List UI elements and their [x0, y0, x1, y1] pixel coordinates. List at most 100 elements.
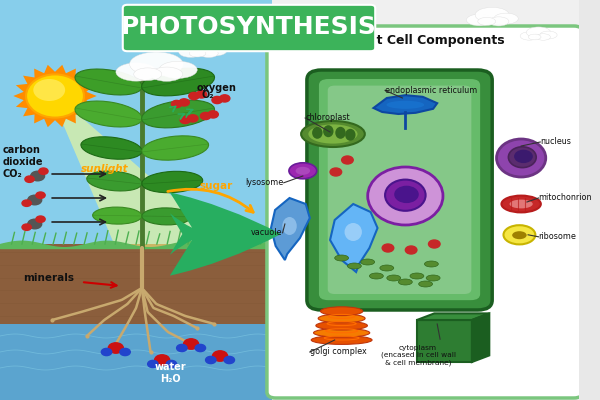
- Ellipse shape: [33, 79, 65, 101]
- Text: minerals: minerals: [23, 273, 74, 283]
- Ellipse shape: [116, 63, 157, 81]
- Ellipse shape: [316, 321, 367, 330]
- Circle shape: [25, 176, 34, 182]
- Ellipse shape: [345, 129, 356, 141]
- Ellipse shape: [488, 17, 509, 26]
- Ellipse shape: [344, 223, 362, 241]
- Text: Plant Cell Components: Plant Cell Components: [346, 34, 505, 47]
- Polygon shape: [271, 198, 310, 260]
- Ellipse shape: [347, 263, 361, 269]
- Ellipse shape: [26, 74, 84, 118]
- Ellipse shape: [289, 163, 317, 179]
- Circle shape: [206, 356, 216, 364]
- Circle shape: [341, 156, 353, 164]
- Ellipse shape: [308, 124, 358, 144]
- Ellipse shape: [335, 127, 346, 139]
- Ellipse shape: [536, 34, 550, 40]
- Ellipse shape: [502, 196, 541, 212]
- Circle shape: [220, 95, 230, 102]
- Ellipse shape: [512, 231, 527, 239]
- Circle shape: [28, 195, 41, 205]
- Circle shape: [195, 344, 206, 352]
- Ellipse shape: [419, 281, 433, 287]
- Polygon shape: [417, 314, 489, 320]
- Circle shape: [176, 344, 187, 352]
- Ellipse shape: [87, 171, 142, 191]
- Ellipse shape: [142, 171, 203, 193]
- Ellipse shape: [318, 314, 365, 323]
- Circle shape: [22, 200, 31, 206]
- Ellipse shape: [187, 40, 218, 54]
- FancyBboxPatch shape: [267, 26, 583, 398]
- Ellipse shape: [478, 17, 496, 26]
- Polygon shape: [472, 314, 489, 362]
- Ellipse shape: [424, 261, 439, 267]
- FancyBboxPatch shape: [318, 78, 481, 301]
- Ellipse shape: [368, 167, 443, 225]
- Polygon shape: [330, 204, 377, 272]
- Circle shape: [22, 224, 31, 230]
- Ellipse shape: [526, 27, 551, 38]
- Circle shape: [330, 168, 341, 176]
- Text: vacuole: vacuole: [251, 228, 283, 237]
- Ellipse shape: [410, 273, 424, 279]
- Circle shape: [515, 150, 532, 162]
- Text: sugar: sugar: [200, 181, 233, 191]
- Ellipse shape: [142, 68, 215, 96]
- Text: mitochonrion: mitochonrion: [539, 194, 592, 202]
- Ellipse shape: [282, 217, 297, 235]
- Circle shape: [184, 339, 199, 349]
- Circle shape: [179, 99, 190, 106]
- Circle shape: [108, 343, 124, 353]
- Circle shape: [200, 112, 211, 120]
- Circle shape: [189, 92, 199, 100]
- Ellipse shape: [130, 52, 183, 76]
- Circle shape: [382, 244, 394, 252]
- Ellipse shape: [190, 50, 206, 57]
- Ellipse shape: [508, 147, 536, 168]
- Text: nucleus: nucleus: [540, 138, 571, 146]
- Ellipse shape: [312, 127, 323, 139]
- Ellipse shape: [142, 100, 215, 128]
- Circle shape: [196, 91, 207, 98]
- Circle shape: [406, 246, 417, 254]
- Circle shape: [188, 115, 198, 122]
- Ellipse shape: [134, 68, 162, 80]
- Bar: [0, 0, 272, 400]
- Bar: [0, 320, 272, 400]
- Ellipse shape: [494, 13, 518, 24]
- Ellipse shape: [528, 34, 541, 40]
- Ellipse shape: [151, 67, 182, 81]
- Ellipse shape: [520, 32, 539, 40]
- Circle shape: [36, 216, 45, 222]
- Text: sunlight: sunlight: [81, 164, 128, 174]
- Polygon shape: [13, 65, 97, 127]
- Ellipse shape: [92, 207, 142, 224]
- Text: lysosome: lysosome: [245, 178, 284, 187]
- Circle shape: [428, 240, 440, 248]
- Ellipse shape: [466, 14, 493, 26]
- Circle shape: [39, 168, 48, 174]
- Ellipse shape: [398, 279, 412, 285]
- Ellipse shape: [204, 46, 227, 56]
- Text: oxygen: oxygen: [197, 83, 237, 93]
- Ellipse shape: [296, 167, 310, 175]
- Polygon shape: [373, 95, 437, 114]
- Circle shape: [36, 192, 45, 198]
- Ellipse shape: [497, 139, 546, 177]
- Circle shape: [172, 100, 182, 108]
- Bar: [272, 0, 579, 400]
- Circle shape: [120, 348, 130, 356]
- Ellipse shape: [540, 31, 557, 39]
- Ellipse shape: [320, 307, 363, 316]
- Circle shape: [395, 186, 418, 202]
- Circle shape: [28, 219, 41, 229]
- Circle shape: [208, 111, 218, 118]
- FancyBboxPatch shape: [328, 86, 472, 294]
- Ellipse shape: [142, 208, 191, 225]
- Circle shape: [212, 96, 223, 104]
- Text: water
H₂O: water H₂O: [155, 362, 187, 384]
- Text: endoplasmic reticulum: endoplasmic reticulum: [385, 86, 478, 95]
- Ellipse shape: [509, 200, 533, 208]
- Ellipse shape: [142, 136, 209, 160]
